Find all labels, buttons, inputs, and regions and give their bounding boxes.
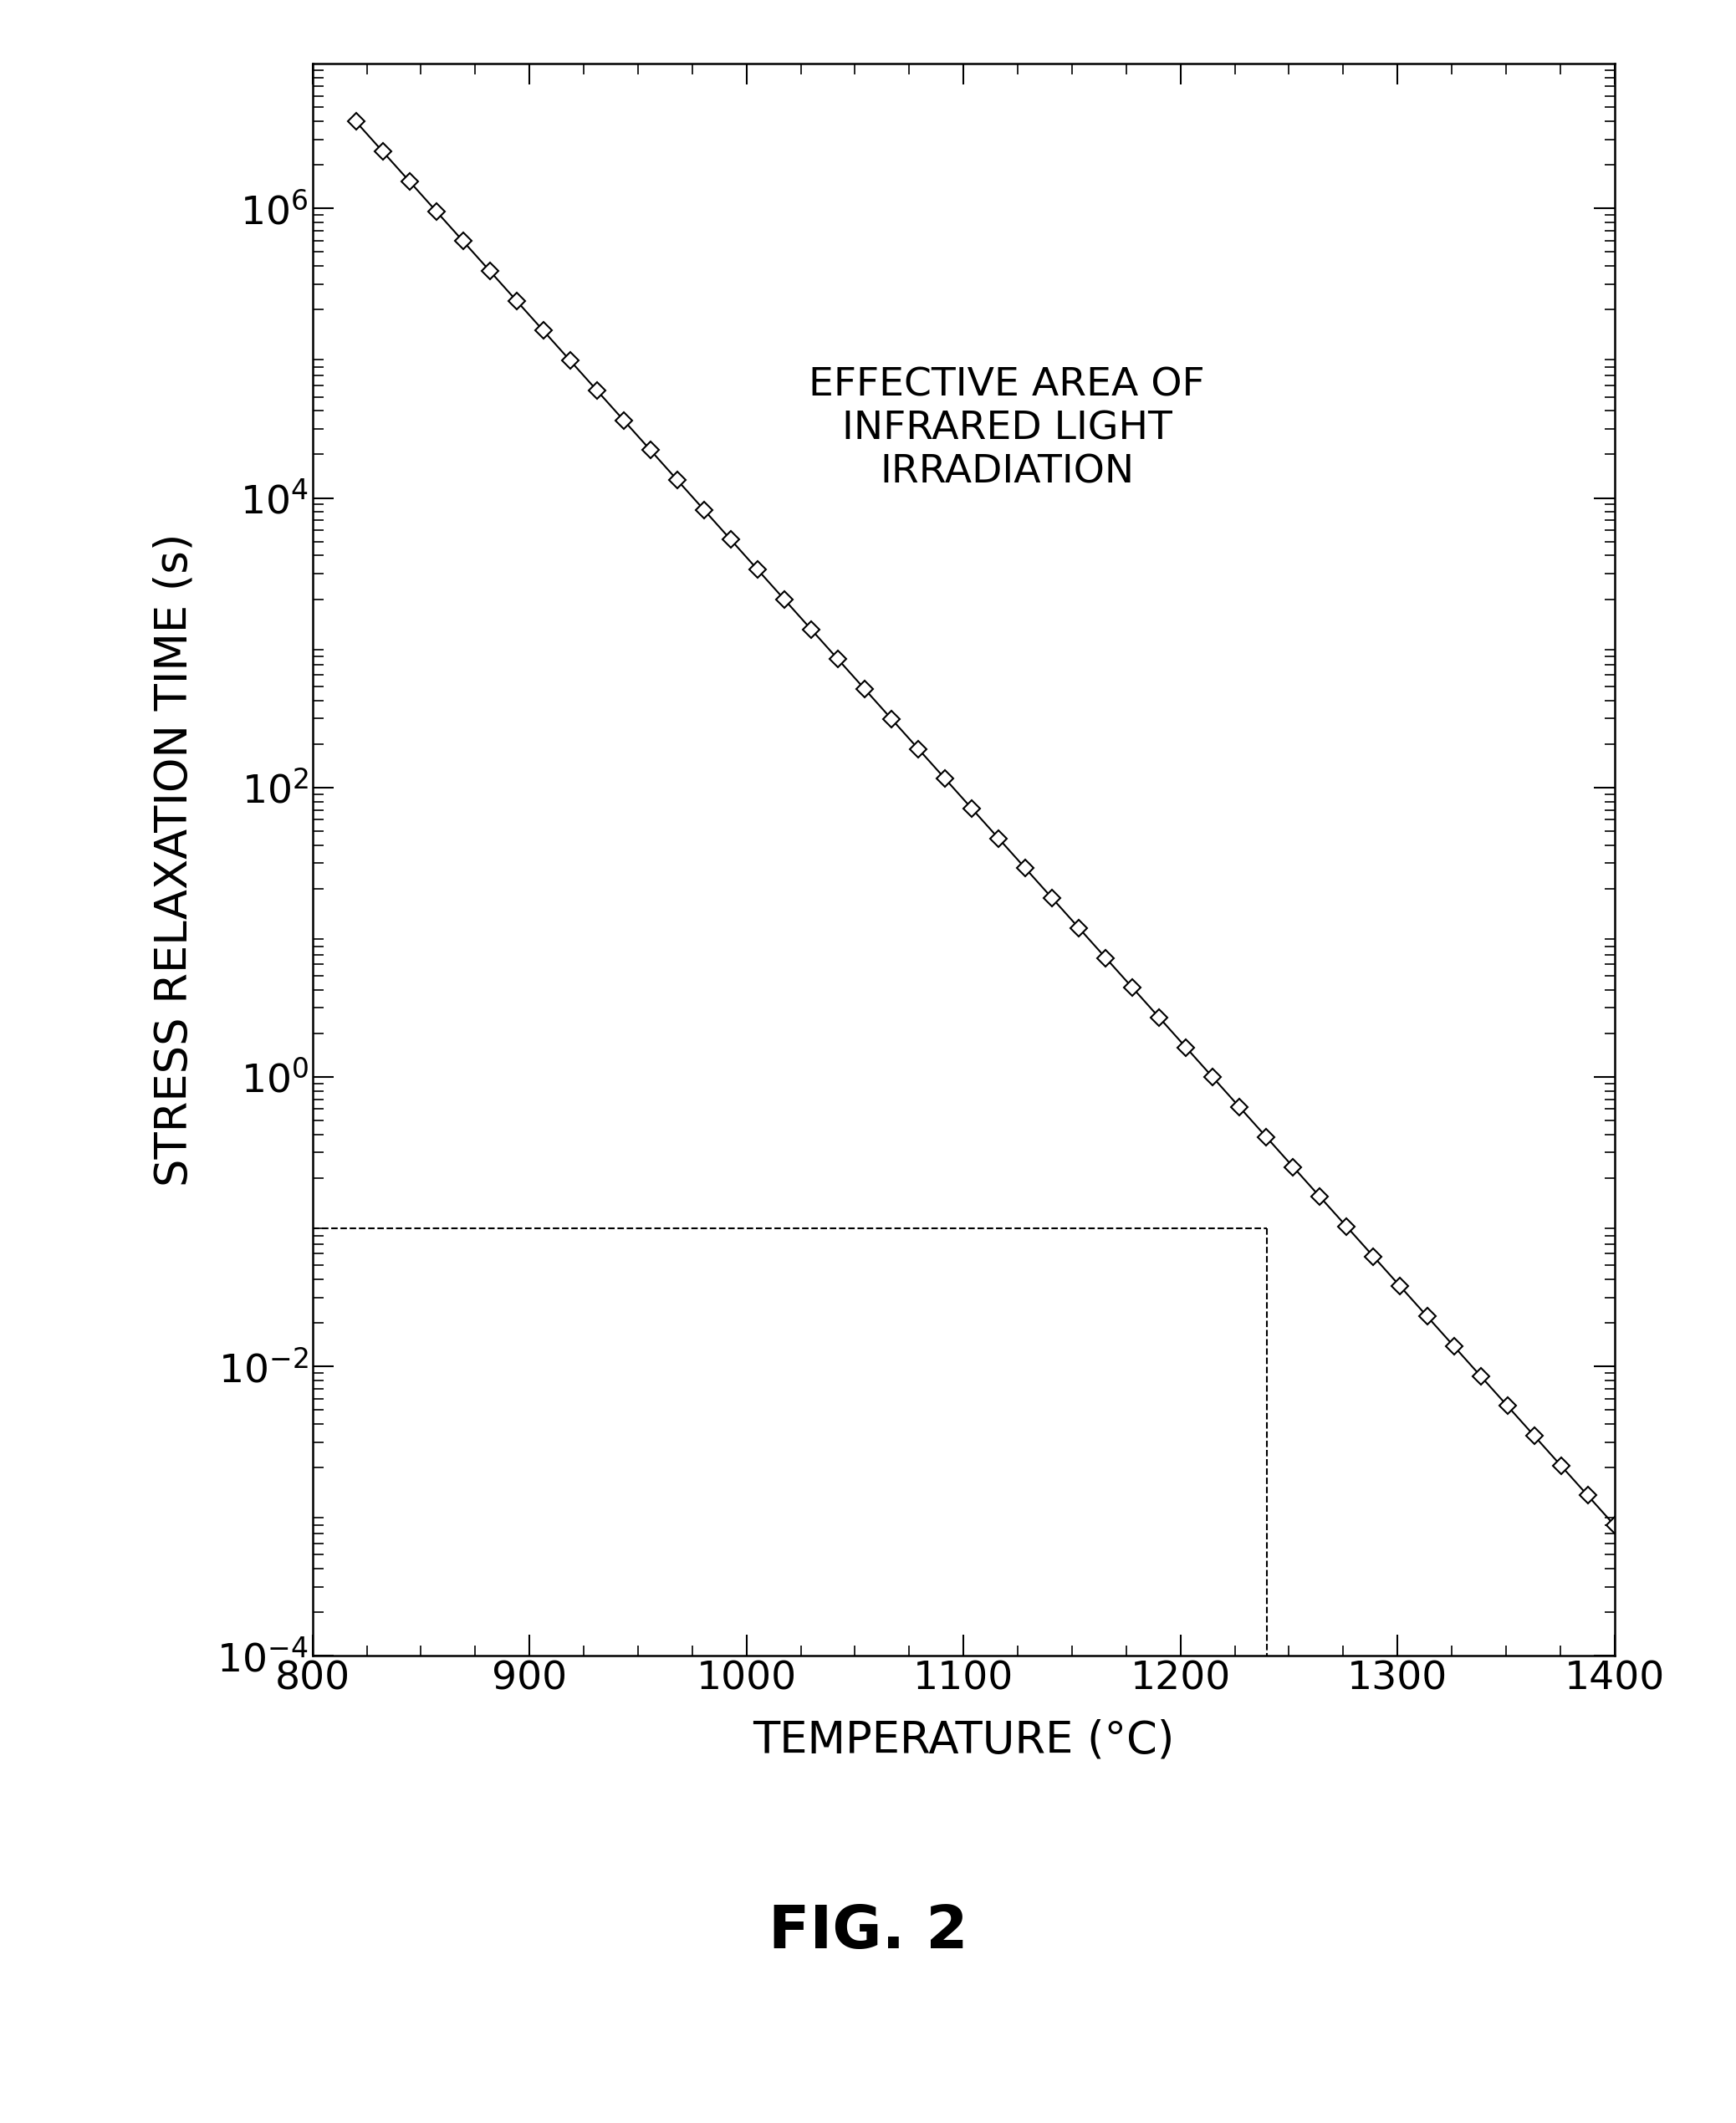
- Text: FIG. 2: FIG. 2: [769, 1902, 967, 1962]
- Text: EFFECTIVE AREA OF
INFRARED LIGHT
IRRADIATION: EFFECTIVE AREA OF INFRARED LIGHT IRRADIA…: [809, 367, 1205, 490]
- Y-axis label: STRESS RELAXATION TIME (s): STRESS RELAXATION TIME (s): [153, 533, 196, 1187]
- X-axis label: TEMPERATURE (°C): TEMPERATURE (°C): [753, 1718, 1174, 1762]
